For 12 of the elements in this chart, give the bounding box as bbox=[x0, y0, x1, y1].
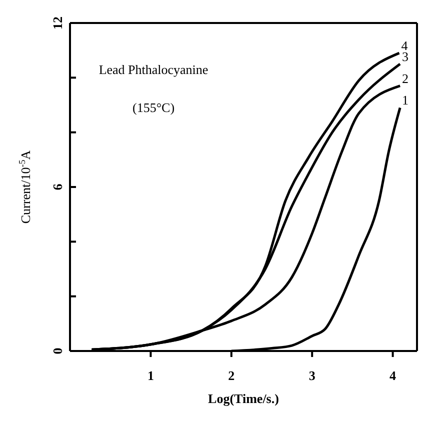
y-tick-label: 0 bbox=[50, 348, 65, 354]
annotation: (155°C) bbox=[132, 100, 175, 115]
y-tick-label: 6 bbox=[50, 183, 65, 190]
annotation: Lead Phthalocyanine bbox=[98, 62, 208, 77]
series-label: 2 bbox=[402, 70, 409, 86]
x-tick-label: 1 bbox=[147, 368, 154, 384]
x-tick-label: 2 bbox=[228, 368, 235, 384]
x-tick-label: 3 bbox=[308, 368, 316, 384]
y-tick-label: 12 bbox=[50, 16, 65, 30]
series-label: 1 bbox=[402, 92, 409, 108]
x-axis-title: Log(Time/s.) bbox=[208, 391, 279, 406]
x-tick-label: 4 bbox=[390, 368, 397, 384]
